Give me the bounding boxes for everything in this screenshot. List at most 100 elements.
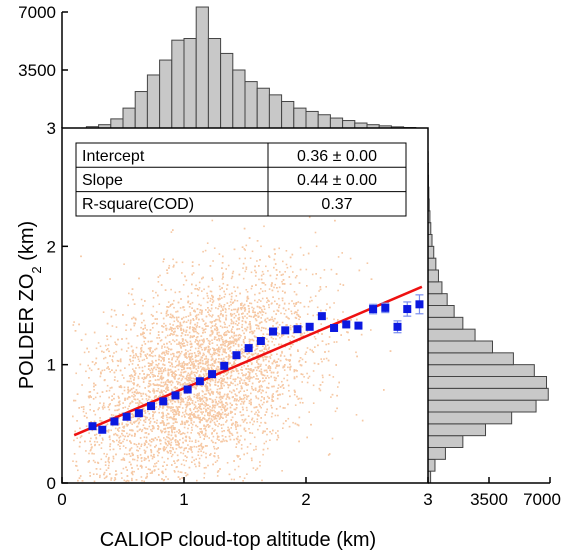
scatter-point — [117, 360, 120, 362]
scatter-point — [190, 380, 193, 382]
scatter-point — [209, 300, 212, 302]
scatter-point — [122, 407, 124, 409]
scatter-point — [250, 368, 252, 370]
scatter-point — [190, 432, 192, 434]
scatter-point — [180, 365, 182, 367]
scatter-point — [209, 321, 212, 323]
scatter-point — [209, 379, 211, 381]
scatter-point — [240, 403, 242, 405]
scatter-point — [141, 467, 143, 469]
scatter-point — [166, 409, 168, 411]
scatter-point — [165, 443, 167, 445]
scatter-point — [175, 334, 178, 337]
scatter-point — [189, 368, 192, 370]
scatter-point — [153, 456, 156, 458]
scatter-point — [224, 409, 226, 411]
scatter-point — [109, 355, 111, 357]
scatter-point — [249, 443, 252, 445]
scatter-point — [102, 408, 104, 410]
scatter-point — [279, 271, 281, 273]
scatter-point — [148, 385, 151, 387]
scatter-point — [341, 252, 343, 254]
scatter-point — [111, 359, 113, 361]
scatter-point — [160, 439, 162, 442]
scatter-point — [245, 382, 248, 384]
scatter-point — [132, 359, 134, 362]
scatter-point — [156, 419, 158, 422]
scatter-point — [140, 460, 143, 462]
scatter-point — [152, 438, 155, 441]
scatter-point — [202, 354, 204, 357]
scatter-point — [210, 329, 213, 332]
scatter-point — [203, 375, 205, 378]
scatter-point — [189, 367, 192, 369]
scatter-point — [278, 343, 280, 346]
scatter-point — [179, 322, 182, 325]
scatter-point — [184, 345, 186, 347]
scatter-point — [201, 403, 203, 405]
scatter-point — [160, 360, 162, 362]
scatter-point — [205, 409, 208, 412]
scatter-point — [232, 396, 234, 398]
scatter-point — [205, 368, 207, 371]
scatter-point — [188, 353, 190, 356]
scatter-point — [228, 305, 231, 307]
scatter-point — [117, 364, 119, 367]
scatter-point — [144, 415, 146, 418]
scatter-point — [199, 403, 202, 405]
scatter-point — [293, 369, 296, 371]
scatter-point — [163, 461, 166, 463]
scatter-point — [75, 460, 78, 463]
scatter-point — [243, 419, 246, 422]
scatter-point — [178, 362, 180, 364]
scatter-point — [133, 324, 136, 327]
scatter-point — [100, 442, 103, 444]
scatter-point — [225, 308, 227, 311]
scatter-point — [346, 331, 348, 333]
scatter-point — [162, 377, 164, 380]
scatter-point — [246, 473, 248, 475]
scatter-point — [195, 416, 197, 419]
scatter-point — [221, 403, 224, 405]
scatter-point — [254, 413, 256, 415]
scatter-point — [292, 325, 294, 328]
scatter-point — [250, 392, 252, 395]
scatter-point — [271, 318, 274, 321]
scatter-point — [117, 443, 119, 446]
scatter-point — [218, 358, 220, 360]
scatter-point — [257, 409, 259, 412]
scatter-point — [327, 454, 330, 456]
scatter-point — [150, 313, 153, 316]
scatter-point — [176, 398, 179, 401]
scatter-point — [149, 422, 151, 425]
scatter-point — [274, 317, 276, 320]
scatter-point — [228, 384, 230, 387]
scatter-point — [238, 333, 241, 336]
scatter-point — [268, 397, 270, 399]
scatter-point — [277, 434, 279, 437]
scatter-point — [243, 364, 245, 367]
scatter-point — [267, 270, 269, 272]
scatter-point — [236, 328, 238, 331]
scatter-point — [215, 417, 218, 420]
scatter-point — [137, 377, 140, 380]
scatter-point — [221, 274, 224, 276]
scatter-point — [133, 415, 136, 418]
scatter-point — [269, 366, 272, 368]
scatter-point — [108, 461, 110, 464]
scatter-point — [178, 377, 181, 380]
scatter-point — [196, 322, 199, 324]
scatter-point — [220, 408, 223, 411]
scatter-point — [189, 358, 192, 361]
scatter-point — [224, 340, 227, 342]
scatter-point — [194, 347, 197, 350]
scatter-point — [188, 331, 191, 334]
scatter-point — [244, 418, 247, 421]
scatter-point — [164, 428, 166, 430]
scatter-point — [129, 403, 131, 405]
scatter-point — [200, 442, 203, 445]
scatter-point — [213, 418, 216, 420]
scatter-point — [207, 389, 209, 392]
scatter-point — [305, 268, 308, 271]
scatter-point — [187, 379, 189, 382]
